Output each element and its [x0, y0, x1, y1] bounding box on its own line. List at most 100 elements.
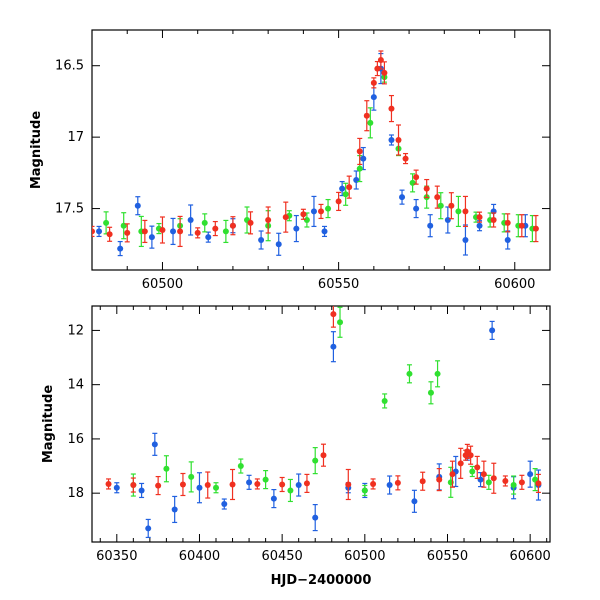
- data-point: [462, 195, 469, 228]
- data-point: [489, 320, 496, 341]
- x-axis-label: HJD−2400000: [271, 573, 372, 588]
- data-point: [335, 191, 342, 212]
- data-point: [247, 211, 254, 235]
- data-point: [320, 443, 327, 467]
- data-point: [381, 61, 388, 85]
- bottom-ticks: 60350 60400 60450 60500 60550 60600 12 14 16 18: [67, 306, 551, 564]
- data-point: [457, 447, 464, 479]
- data-point: [490, 212, 497, 228]
- data-point: [402, 152, 409, 165]
- x-tick-label: 60450: [261, 549, 302, 564]
- data-point: [279, 476, 286, 493]
- x-tick-label: 60550: [318, 277, 359, 292]
- data-point: [117, 240, 124, 257]
- top-panel: 60500 60550 60600 16.5 17 17.5 Magnitude: [29, 29, 551, 292]
- data-point: [179, 472, 186, 497]
- data-point: [427, 381, 434, 405]
- x-tick-label: 60500: [142, 277, 183, 292]
- data-point: [345, 468, 352, 501]
- data-point: [170, 217, 177, 246]
- data-point: [413, 198, 420, 219]
- y-tick-label: 12: [67, 323, 84, 338]
- data-point: [423, 178, 430, 199]
- x-tick-label: 60500: [344, 549, 385, 564]
- data-point: [409, 173, 416, 193]
- data-point: [381, 393, 388, 409]
- data-point: [145, 518, 152, 539]
- data-point: [205, 231, 212, 243]
- data-point: [504, 213, 511, 233]
- data-point: [287, 478, 294, 503]
- data-point: [258, 230, 265, 250]
- data-point: [502, 475, 509, 487]
- bottom-plot-frame: [91, 305, 551, 543]
- data-point: [535, 473, 542, 494]
- x-tick-label: 60600: [494, 277, 535, 292]
- x-tick-label: 60550: [427, 549, 468, 564]
- data-point: [434, 185, 441, 209]
- data-point: [138, 482, 145, 499]
- data-point: [444, 206, 451, 234]
- data-point: [124, 223, 131, 243]
- data-point: [130, 477, 137, 493]
- data-point: [518, 214, 525, 238]
- data-point: [275, 232, 282, 256]
- data-point: [312, 503, 319, 532]
- data-point: [194, 227, 201, 239]
- data-point: [367, 107, 374, 139]
- data-point: [265, 206, 272, 234]
- y-tick-label: 16: [67, 432, 84, 447]
- data-point: [399, 189, 406, 205]
- x-tick-label: 60600: [509, 549, 550, 564]
- top-y-axis-label: Magnitude: [29, 111, 44, 190]
- data-point: [171, 495, 178, 524]
- data-point: [300, 208, 307, 220]
- data-point: [490, 462, 497, 494]
- y-tick-label: 17.5: [55, 202, 84, 217]
- data-point: [105, 478, 112, 490]
- x-tick-label: 60400: [179, 549, 220, 564]
- data-point: [303, 473, 310, 494]
- data-point: [159, 216, 166, 244]
- data-point: [449, 460, 456, 488]
- data-point: [310, 195, 317, 228]
- data-point: [395, 124, 402, 156]
- data-point: [476, 211, 483, 223]
- data-point: [532, 214, 539, 243]
- data-point: [437, 192, 444, 220]
- data-point: [103, 211, 110, 235]
- data-point: [221, 498, 228, 510]
- data-point: [346, 175, 353, 199]
- data-point: [282, 201, 289, 233]
- data-point: [148, 225, 155, 249]
- data-point: [455, 195, 462, 228]
- data-point: [270, 488, 277, 509]
- data-point: [177, 215, 184, 248]
- data-point: [229, 468, 236, 501]
- data-point: [434, 360, 441, 388]
- data-point: [406, 364, 413, 384]
- x-tick-label: 60350: [96, 549, 137, 564]
- data-point: [96, 225, 103, 238]
- data-point: [196, 472, 203, 504]
- data-point: [518, 474, 525, 490]
- data-point: [448, 192, 455, 220]
- data-point: [504, 230, 511, 250]
- data-point: [141, 219, 148, 244]
- data-point: [361, 484, 368, 497]
- data-point: [386, 475, 393, 495]
- data-point: [480, 460, 487, 488]
- data-point: [212, 220, 219, 237]
- data-point: [201, 213, 208, 233]
- data-point: [363, 100, 370, 132]
- data-point: [370, 77, 377, 89]
- data-point: [353, 170, 360, 190]
- data-point: [113, 482, 120, 494]
- data-point: [262, 470, 269, 490]
- bottom-y-axis-label: Magnitude: [41, 385, 56, 464]
- data-point: [370, 478, 377, 490]
- data-point: [388, 94, 395, 123]
- data-point: [237, 458, 244, 474]
- data-point: [254, 478, 261, 490]
- data-point: [213, 482, 220, 494]
